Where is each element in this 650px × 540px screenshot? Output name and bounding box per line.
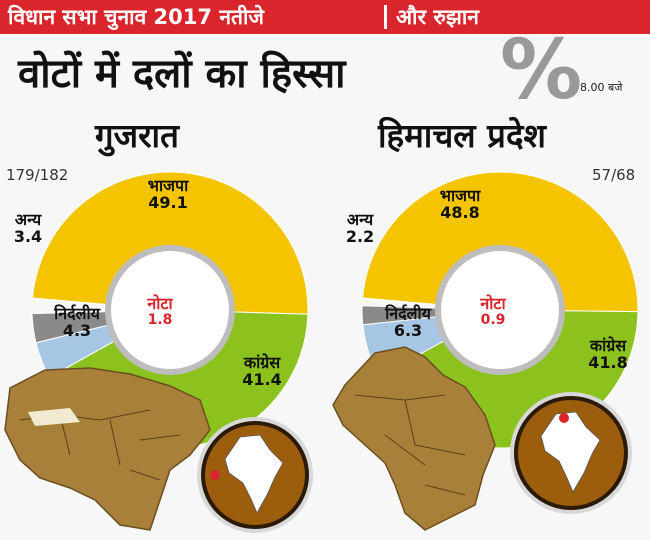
label-congress-himachal: कांग्रेस 41.8 — [568, 336, 648, 372]
legend-bjp-gujarat: भाजपा — [147, 176, 189, 195]
gujarat-map-highlight — [28, 408, 80, 426]
banner-subtitle: और रुझान — [396, 5, 479, 29]
percent-icon: % — [500, 23, 583, 118]
donut-chart-himachal — [361, 171, 639, 449]
label-bjp-gujarat: भाजपा 49.1 — [128, 176, 208, 212]
legend-others-gujarat: अन्य — [14, 210, 42, 229]
legend-independent-himachal: निर्दलीय — [385, 304, 431, 323]
india-inset-gujarat — [197, 417, 313, 533]
nota-center-gujarat — [105, 245, 235, 375]
header-banner: विधान सभा चुनाव 2017 नतीजे और रुझान — [0, 0, 650, 34]
legend-others-himachal: अन्य — [346, 210, 374, 229]
legend-independent-gujarat: निर्दलीय — [54, 304, 100, 323]
value-independent-himachal: 6.3 — [393, 320, 423, 340]
label-congress-gujarat: कांग्रेस 41.4 — [222, 353, 302, 389]
legend-congress-gujarat: कांग्रेस — [243, 353, 281, 372]
label-others-himachal: अन्य 2.2 — [335, 210, 385, 246]
label-bjp-himachal: भाजपा 48.8 — [420, 186, 500, 222]
legend-nota-gujarat: नोटा — [147, 294, 173, 313]
value-independent-gujarat: 4.3 — [62, 320, 92, 340]
page-title: वोटों में दलों का हिस्सा — [18, 51, 346, 97]
himachal-map-districts — [354, 394, 466, 496]
value-others-himachal: 2.2 — [345, 226, 375, 246]
seat-count-himachal: 57/68 — [592, 166, 636, 184]
himachal-map — [332, 346, 496, 531]
value-congress-himachal: 41.8 — [588, 352, 628, 372]
legend-nota-himachal: नोटा — [480, 294, 506, 313]
label-independent-himachal: निर्दलीय 6.3 — [368, 304, 448, 340]
label-independent-gujarat: निर्दलीय 4.3 — [37, 304, 117, 340]
value-bjp-gujarat: 49.1 — [148, 192, 188, 212]
india-inset-himachal — [510, 392, 632, 514]
label-nota-himachal: नोटा 0.9 — [463, 294, 523, 328]
gujarat-map — [4, 367, 211, 531]
gujarat-map-shape — [4, 367, 211, 531]
nota-center-himachal — [435, 245, 565, 375]
value-nota-himachal: 0.9 — [480, 311, 506, 328]
update-time: 8.00 बजे — [580, 81, 623, 94]
banner-divider — [384, 5, 387, 29]
value-others-gujarat: 3.4 — [13, 226, 43, 246]
banner-title: विधान सभा चुनाव 2017 नतीजे — [8, 5, 264, 29]
legend-bjp-himachal: भाजपा — [439, 186, 481, 205]
chart-title-himachal: हिमाचल प्रदेश — [378, 116, 546, 155]
value-congress-gujarat: 41.4 — [242, 369, 282, 389]
label-others-gujarat: अन्य 3.4 — [3, 210, 53, 246]
seat-count-gujarat: 179/182 — [6, 166, 69, 184]
legend-congress-himachal: कांग्रेस — [589, 336, 627, 355]
chart-title-gujarat: गुजरात — [95, 116, 179, 155]
value-nota-gujarat: 1.8 — [147, 311, 173, 328]
label-nota-gujarat: नोटा 1.8 — [130, 294, 190, 328]
value-bjp-himachal: 48.8 — [440, 202, 480, 222]
